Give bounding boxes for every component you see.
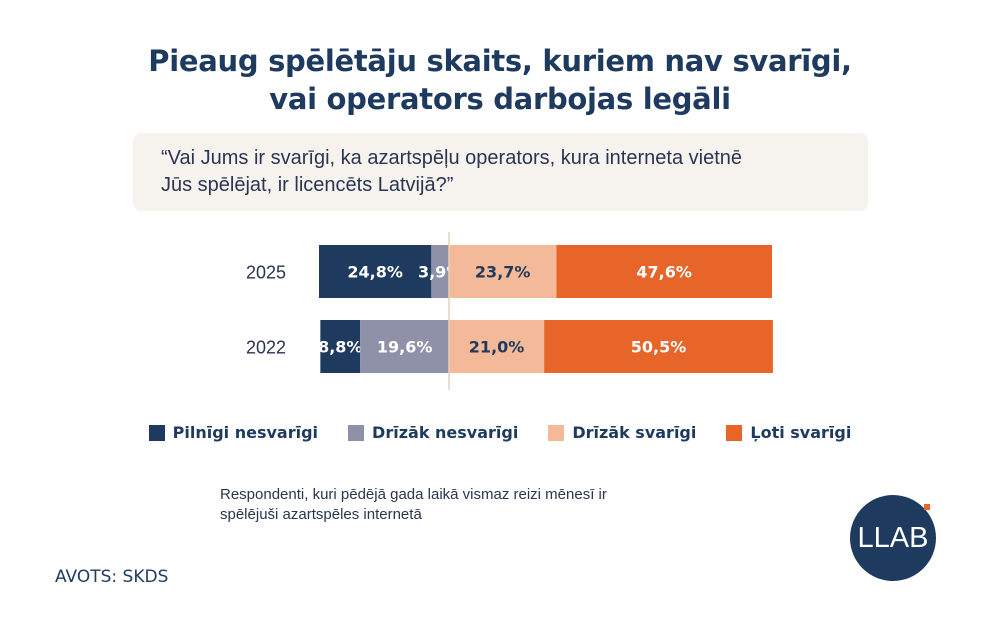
chart-title: Pieaug spēlētāju skaits, kuriem nav svar… <box>0 42 1000 118</box>
title-line: Pieaug spēlētāju skaits, kuriem nav svar… <box>148 44 852 78</box>
legend-item: Drīzāk svarīgi <box>548 423 696 442</box>
bar-segment <box>360 320 449 373</box>
legend-item: Ļoti svarīgi <box>726 423 851 442</box>
bar-segment <box>431 245 449 298</box>
data-label: 21,0% <box>469 338 525 357</box>
legend-swatch <box>348 424 365 441</box>
llab-logo: LLAB <box>850 495 936 581</box>
bar-segment <box>544 320 773 373</box>
question-line: Jūs spēlējat, ir licencēts Latvijā?” <box>161 174 454 196</box>
logo-text: LLAB <box>857 521 929 554</box>
category-label: 2022 <box>246 338 286 358</box>
bar-segment <box>320 320 361 373</box>
data-label: 50,5% <box>631 338 687 357</box>
data-label: 19,6% <box>377 338 433 357</box>
bar-segment <box>449 245 557 298</box>
legend: Pilnīgi nesvarīgi Drīzāk nesvarīgi Drīzāk … <box>0 423 1000 442</box>
legend-item: Drīzāk nesvarīgi <box>348 423 518 442</box>
title-line: vai operators darbojas legāli <box>269 82 731 116</box>
legend-label: Ļoti svarīgi <box>750 423 852 442</box>
legend-swatch <box>726 424 743 441</box>
bar-segment <box>556 245 772 298</box>
legend-item: Pilnīgi nesvarīgi <box>148 423 319 442</box>
data-label: 24,8% <box>347 263 403 282</box>
legend-label: Pilnīgi nesvarīgi <box>172 423 319 442</box>
survey-question: “Vai Jums ir svarīgi, ka azartspēļu oper… <box>133 133 868 211</box>
bar-segment <box>318 245 432 298</box>
question-line: “Vai Jums ir svarīgi, ka azartspēļu oper… <box>161 147 742 169</box>
logo-dot <box>924 504 930 510</box>
legend-swatch <box>148 424 165 441</box>
data-label: 47,6% <box>636 263 692 282</box>
legend-label: Drīzāk nesvarīgi <box>372 423 519 442</box>
source-label: AVOTS: SKDS <box>55 567 169 587</box>
legend-label: Drīzāk svarīgi <box>572 423 697 442</box>
data-label: 23,7% <box>475 263 531 282</box>
data-label: 8,8% <box>318 338 362 357</box>
bar-segment <box>449 320 545 373</box>
legend-swatch <box>548 424 565 441</box>
respondents-note: Respondenti, kuri pēdējā gada laikā vism… <box>220 486 607 523</box>
category-label: 2025 <box>246 263 286 283</box>
